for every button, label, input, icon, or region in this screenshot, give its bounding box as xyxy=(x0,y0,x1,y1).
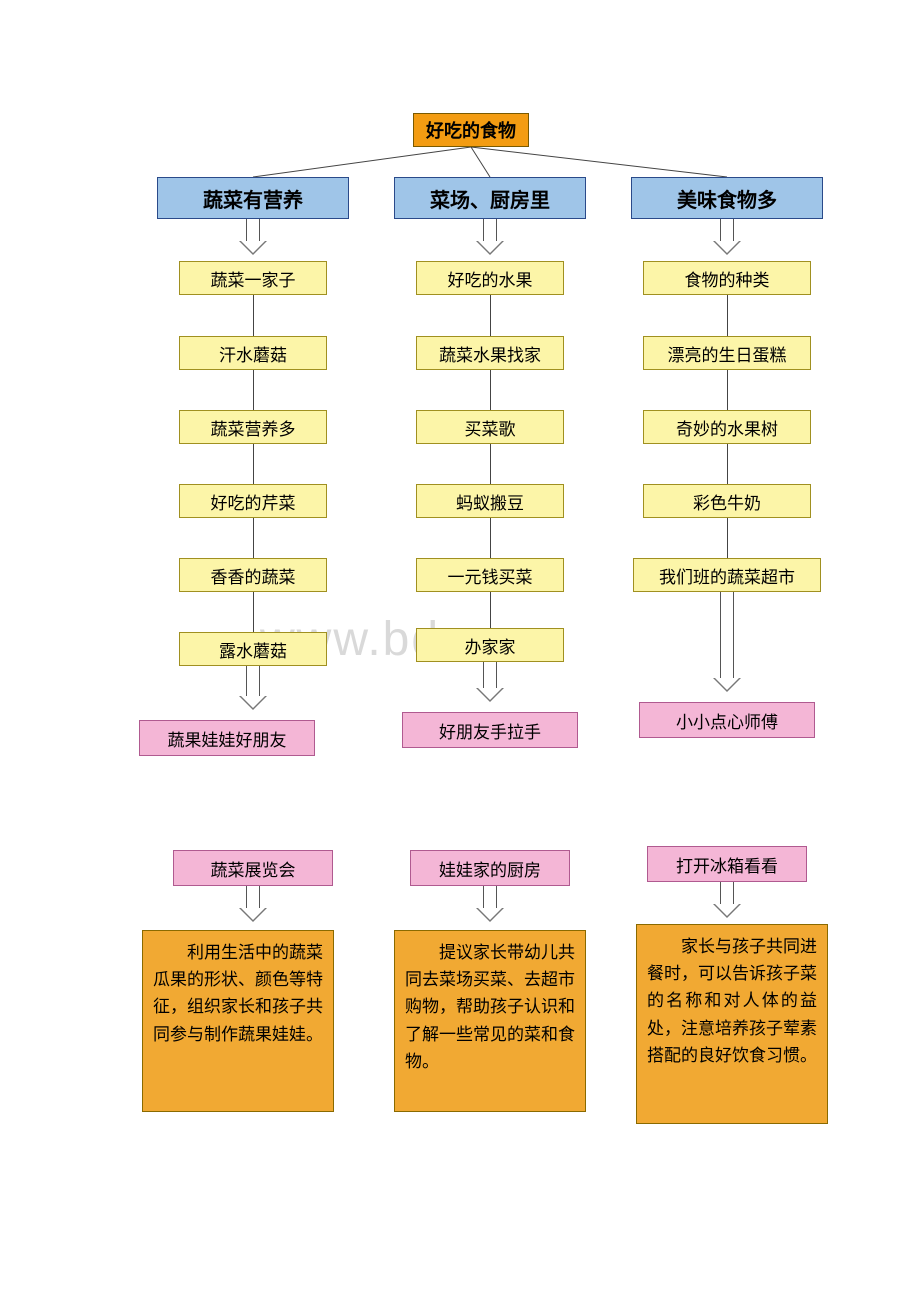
line xyxy=(253,295,254,336)
left-item-6-label: 露水蘑菇 xyxy=(219,637,287,662)
mid-item-3-label: 买菜歌 xyxy=(465,415,516,440)
left-item-6: 露水蘑菇 xyxy=(179,632,327,666)
left-pink-1: 蔬果娃娃好朋友 xyxy=(139,720,315,756)
line xyxy=(253,518,254,558)
line xyxy=(253,592,254,632)
line xyxy=(253,444,254,484)
right-pink-1-label: 小小点心师傅 xyxy=(676,708,778,733)
left-desc: 利用生活中的蔬菜瓜果的形状、颜色等特征，组织家长和孩子共同参与制作蔬果娃娃。 xyxy=(142,930,334,1112)
mid-desc-text: 提议家长带幼儿共同去菜场买菜、去超市购物，帮助孩子认识和了解一些常见的菜和食物。 xyxy=(405,943,575,1071)
root-node: 好吃的食物 xyxy=(413,113,529,147)
right-item-2: 漂亮的生日蛋糕 xyxy=(643,336,811,370)
arrow-left-desc xyxy=(239,886,267,922)
line xyxy=(490,295,491,336)
mid-item-1-label: 好吃的水果 xyxy=(448,266,533,291)
right-item-4: 彩色牛奶 xyxy=(643,484,811,518)
right-pink-1: 小小点心师傅 xyxy=(639,702,815,738)
root-branch-lines xyxy=(0,0,920,200)
category-2-label: 菜场、厨房里 xyxy=(430,184,550,213)
mid-pink-1: 好朋友手拉手 xyxy=(402,712,578,748)
left-desc-text: 利用生活中的蔬菜瓜果的形状、颜色等特征，组织家长和孩子共同参与制作蔬果娃娃。 xyxy=(153,943,323,1044)
left-item-5: 香香的蔬菜 xyxy=(179,558,327,592)
left-item-1-label: 蔬菜一家子 xyxy=(211,266,296,291)
arrow-right-desc xyxy=(713,882,741,918)
right-item-5-label: 我们班的蔬菜超市 xyxy=(659,563,795,588)
mid-item-5-label: 一元钱买菜 xyxy=(448,563,533,588)
mid-desc: 提议家长带幼儿共同去菜场买菜、去超市购物，帮助孩子认识和了解一些常见的菜和食物。 xyxy=(394,930,586,1112)
right-pink-2-label: 打开冰箱看看 xyxy=(676,852,778,877)
category-1-label: 蔬菜有营养 xyxy=(203,184,303,213)
left-item-5-label: 香香的蔬菜 xyxy=(211,563,296,588)
root-label: 好吃的食物 xyxy=(426,117,516,143)
mid-pink-2-label: 娃娃家的厨房 xyxy=(439,856,541,881)
right-item-3: 奇妙的水果树 xyxy=(643,410,811,444)
arrow-right-pink1 xyxy=(713,592,741,692)
left-item-3-label: 蔬菜营养多 xyxy=(211,415,296,440)
category-3-label: 美味食物多 xyxy=(677,184,777,213)
line xyxy=(490,518,491,558)
category-3: 美味食物多 xyxy=(631,177,823,219)
right-desc: 家长与孩子共同进餐时，可以告诉孩子菜的名称和对人体的益处，注意培养孩子荤素搭配的… xyxy=(636,924,828,1124)
mid-item-4: 蚂蚁搬豆 xyxy=(416,484,564,518)
right-item-2-label: 漂亮的生日蛋糕 xyxy=(668,341,787,366)
line xyxy=(490,444,491,484)
arrow-mid-pink1 xyxy=(476,662,504,702)
arrow-cat-2 xyxy=(476,219,504,255)
arrow-left-pink1 xyxy=(239,666,267,710)
left-item-4: 好吃的芹菜 xyxy=(179,484,327,518)
right-item-1-label: 食物的种类 xyxy=(685,266,770,291)
mid-item-6-label: 办家家 xyxy=(465,633,516,658)
line xyxy=(253,370,254,410)
left-pink-1-label: 蔬果娃娃好朋友 xyxy=(168,726,287,751)
mid-item-1: 好吃的水果 xyxy=(416,261,564,295)
right-item-3-label: 奇妙的水果树 xyxy=(676,415,778,440)
right-item-1: 食物的种类 xyxy=(643,261,811,295)
left-item-2: 汗水蘑菇 xyxy=(179,336,327,370)
mid-item-5: 一元钱买菜 xyxy=(416,558,564,592)
mid-item-2-label: 蔬菜水果找家 xyxy=(439,341,541,366)
line xyxy=(727,295,728,336)
line xyxy=(490,592,491,628)
left-item-3: 蔬菜营养多 xyxy=(179,410,327,444)
right-pink-2: 打开冰箱看看 xyxy=(647,846,807,882)
left-pink-2: 蔬菜展览会 xyxy=(173,850,333,886)
category-1: 蔬菜有营养 xyxy=(157,177,349,219)
right-desc-text: 家长与孩子共同进餐时，可以告诉孩子菜的名称和对人体的益处，注意培养孩子荤素搭配的… xyxy=(647,937,817,1065)
mid-item-4-label: 蚂蚁搬豆 xyxy=(456,489,524,514)
mid-item-6: 办家家 xyxy=(416,628,564,662)
line xyxy=(727,370,728,410)
right-item-4-label: 彩色牛奶 xyxy=(693,489,761,514)
mid-pink-1-label: 好朋友手拉手 xyxy=(439,718,541,743)
line xyxy=(727,518,728,558)
left-pink-2-label: 蔬菜展览会 xyxy=(211,856,296,881)
mid-item-3: 买菜歌 xyxy=(416,410,564,444)
line xyxy=(727,444,728,484)
mid-pink-2: 娃娃家的厨房 xyxy=(410,850,570,886)
arrow-cat-3 xyxy=(713,219,741,255)
left-item-4-label: 好吃的芹菜 xyxy=(211,489,296,514)
left-item-2-label: 汗水蘑菇 xyxy=(219,341,287,366)
mid-item-2: 蔬菜水果找家 xyxy=(416,336,564,370)
category-2: 菜场、厨房里 xyxy=(394,177,586,219)
line xyxy=(490,370,491,410)
left-item-1: 蔬菜一家子 xyxy=(179,261,327,295)
arrow-mid-desc xyxy=(476,886,504,922)
arrow-cat-1 xyxy=(239,219,267,255)
right-item-5: 我们班的蔬菜超市 xyxy=(633,558,821,592)
